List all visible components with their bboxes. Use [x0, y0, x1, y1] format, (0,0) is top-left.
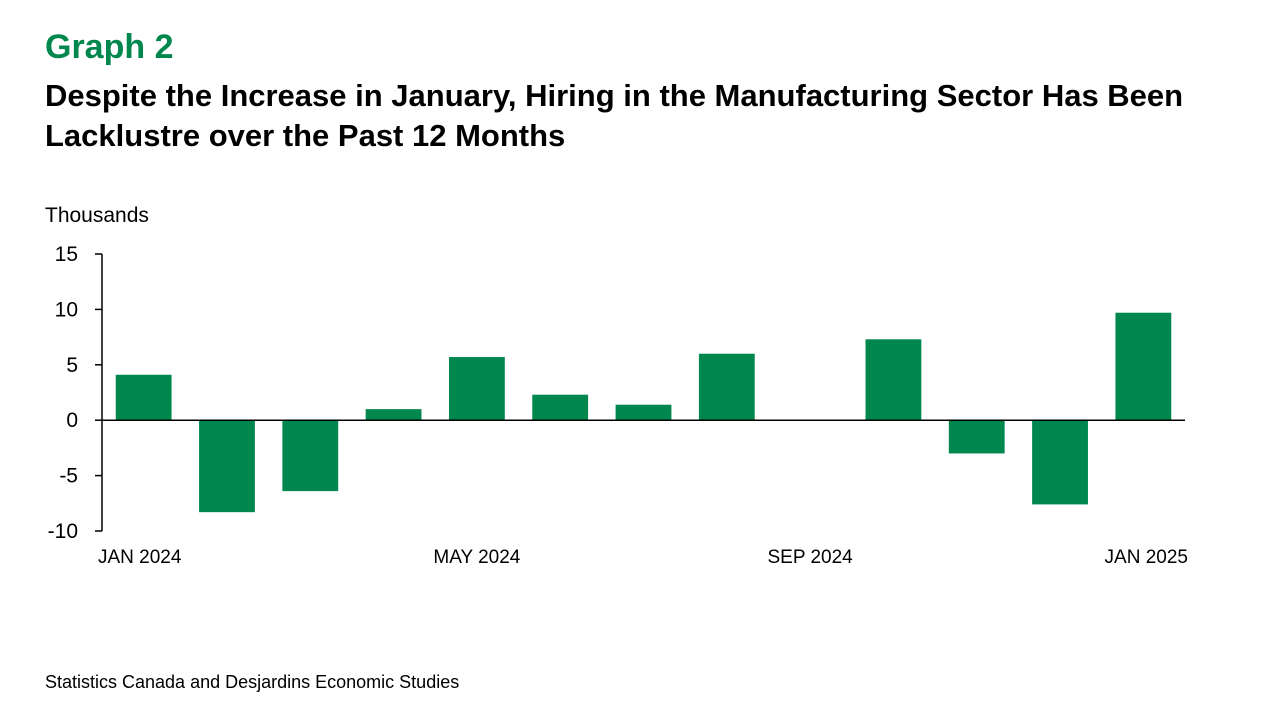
- bar-aug-2024: [698, 353, 755, 421]
- x-tick-label: SEP 2024: [767, 547, 853, 568]
- y-tick-label: 0: [66, 409, 78, 432]
- y-tick-label: 5: [66, 354, 78, 377]
- bar-feb-2024: [199, 420, 255, 513]
- y-tick-label: -5: [59, 465, 78, 488]
- x-tick-label: JAN 2024: [98, 547, 182, 568]
- y-tick-label: 10: [55, 298, 78, 321]
- bar-jun-2024: [532, 394, 589, 421]
- source-note: Statistics Canada and Desjardins Economi…: [45, 672, 460, 692]
- bar-oct-2024: [865, 339, 922, 421]
- bar-apr-2024: [365, 409, 422, 421]
- bar-jan-2024: [115, 374, 172, 421]
- y-tick-label: 15: [55, 243, 78, 266]
- x-tick-label: MAY 2024: [433, 547, 520, 568]
- graph-number: Graph 2: [45, 28, 174, 66]
- bar-nov-2024: [948, 420, 1005, 454]
- bar-jan-2025: [1115, 312, 1172, 421]
- x-tick-label: JAN 2025: [1105, 547, 1188, 568]
- bar-may-2024: [448, 357, 505, 421]
- bar-mar-2024: [282, 420, 339, 492]
- bar-jul-2024: [615, 404, 672, 421]
- chart-title: Despite the Increase in January, Hiring …: [45, 78, 1184, 153]
- bar-dec-2024: [1032, 420, 1088, 505]
- y-tick-label: -10: [48, 520, 78, 543]
- y-axis-unit-label: Thousands: [45, 204, 149, 227]
